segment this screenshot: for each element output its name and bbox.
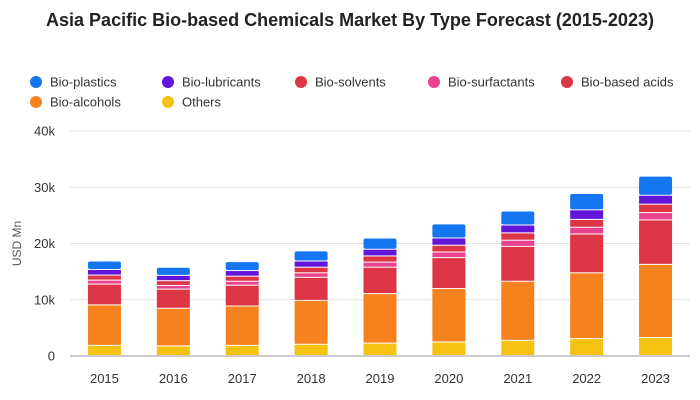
bar-segment-bio-based-acids-2016 — [156, 289, 190, 308]
bar-segment-bio-plastics-2019 — [363, 238, 397, 249]
bar-segment-bio-surfactants-2017 — [225, 281, 259, 285]
x-tick-label: 2023 — [641, 371, 670, 386]
x-tick-label: 2016 — [159, 371, 188, 386]
bar-segment-bio-plastics-2016 — [156, 267, 190, 275]
legend-label-others: Others — [182, 95, 222, 110]
x-tick-label: 2018 — [297, 371, 326, 386]
y-tick-label: 40k — [34, 124, 55, 139]
bar-segment-others-2019 — [363, 343, 397, 355]
legend-marker-bio-lubricants — [162, 76, 174, 88]
y-tick-label: 20k — [34, 236, 55, 251]
bar-segment-others-2017 — [225, 345, 259, 355]
bar-segment-bio-surfactants-2015 — [87, 280, 121, 284]
x-tick-label: 2022 — [572, 371, 601, 386]
bar-segment-bio-alcohols-2021 — [501, 281, 535, 340]
bar-segment-bio-surfactants-2020 — [432, 252, 466, 258]
bar-segment-bio-based-acids-2023 — [639, 220, 673, 264]
bar-segment-bio-plastics-2015 — [87, 261, 121, 269]
bar-segment-bio-plastics-2017 — [225, 262, 259, 271]
bar-segment-others-2022 — [570, 339, 604, 355]
legend-label-bio-alcohols: Bio-alcohols — [50, 95, 121, 110]
bar-segment-bio-alcohols-2023 — [639, 264, 673, 337]
x-tick-label: 2019 — [366, 371, 395, 386]
bar-segment-bio-alcohols-2017 — [225, 306, 259, 345]
bar-segment-bio-solvents-2015 — [87, 275, 121, 280]
bar-segment-bio-solvents-2022 — [570, 219, 604, 227]
bar-segment-bio-alcohols-2015 — [87, 305, 121, 345]
bar-segment-bio-based-acids-2017 — [225, 285, 259, 306]
bar-segment-bio-lubricants-2022 — [570, 210, 604, 219]
bar-segment-bio-surfactants-2016 — [156, 285, 190, 289]
bar-segment-bio-plastics-2021 — [501, 211, 535, 225]
bar-segment-bio-lubricants-2017 — [225, 271, 259, 276]
y-tick-label: 30k — [34, 180, 55, 195]
legend-marker-bio-based-acids — [561, 76, 573, 88]
bar-segment-bio-plastics-2023 — [639, 176, 673, 195]
bar-segment-bio-based-acids-2022 — [570, 234, 604, 273]
bar-segment-bio-lubricants-2018 — [294, 261, 328, 267]
bar-segment-bio-surfactants-2022 — [570, 227, 604, 234]
y-tick-label: 10k — [34, 292, 55, 307]
bar-segment-bio-surfactants-2023 — [639, 213, 673, 220]
x-tick-label: 2017 — [228, 371, 257, 386]
legend-label-bio-surfactants: Bio-surfactants — [448, 75, 535, 90]
bar-segment-bio-plastics-2020 — [432, 224, 466, 238]
x-tick-label: 2020 — [434, 371, 463, 386]
bar-segment-bio-solvents-2018 — [294, 267, 328, 273]
x-tick-label: 2021 — [503, 371, 532, 386]
bar-segment-bio-lubricants-2015 — [87, 269, 121, 275]
bar-segment-bio-based-acids-2021 — [501, 246, 535, 281]
bar-segment-bio-lubricants-2020 — [432, 238, 466, 245]
bar-segment-bio-alcohols-2016 — [156, 308, 190, 346]
bar-segment-bio-based-acids-2019 — [363, 267, 397, 294]
legend-marker-bio-surfactants — [428, 76, 440, 88]
bar-segment-bio-plastics-2022 — [570, 194, 604, 210]
bar-segment-bio-solvents-2023 — [639, 204, 673, 213]
legend-label-bio-solvents: Bio-solvents — [315, 75, 386, 90]
legend-marker-bio-alcohols — [30, 96, 42, 108]
bar-segment-bio-alcohols-2019 — [363, 294, 397, 343]
bar-segment-others-2021 — [501, 340, 535, 355]
bar-segment-bio-solvents-2016 — [156, 281, 190, 285]
legend-marker-bio-solvents — [295, 76, 307, 88]
legend-label-bio-lubricants: Bio-lubricants — [182, 75, 261, 90]
bar-segment-bio-alcohols-2018 — [294, 300, 328, 344]
bar-segment-bio-based-acids-2018 — [294, 277, 328, 300]
bar-segment-bio-surfactants-2018 — [294, 273, 328, 277]
bar-segment-bio-solvents-2017 — [225, 276, 259, 281]
bar-segment-bio-surfactants-2021 — [501, 240, 535, 246]
bar-segment-others-2016 — [156, 346, 190, 355]
legend-marker-others — [162, 96, 174, 108]
bar-segment-others-2015 — [87, 345, 121, 355]
legend-label-bio-plastics: Bio-plastics — [50, 75, 117, 90]
bar-segment-bio-surfactants-2019 — [363, 262, 397, 267]
bar-segment-bio-plastics-2018 — [294, 251, 328, 261]
bar-segment-others-2018 — [294, 344, 328, 355]
bar-segment-bio-alcohols-2020 — [432, 289, 466, 342]
y-axis-title: USD Mn — [10, 221, 24, 266]
bar-segment-bio-solvents-2019 — [363, 256, 397, 262]
bar-segment-bio-lubricants-2019 — [363, 249, 397, 256]
bar-segment-bio-lubricants-2023 — [639, 195, 673, 204]
legend-marker-bio-plastics — [30, 76, 42, 88]
legend-label-bio-based-acids: Bio-based acids — [581, 75, 674, 90]
bar-segment-others-2023 — [639, 338, 673, 355]
bar-segment-bio-solvents-2020 — [432, 245, 466, 252]
chart-title: Asia Pacific Bio-based Chemicals Market … — [46, 10, 654, 30]
bar-segment-bio-lubricants-2021 — [501, 225, 535, 233]
bar-segment-bio-based-acids-2015 — [87, 284, 121, 305]
bar-segment-others-2020 — [432, 342, 466, 355]
y-tick-label: 0 — [48, 349, 55, 364]
x-tick-label: 2015 — [90, 371, 119, 386]
bar-segment-bio-alcohols-2022 — [570, 273, 604, 339]
bar-segment-bio-based-acids-2020 — [432, 258, 466, 289]
bar-segment-bio-lubricants-2016 — [156, 275, 190, 281]
bar-segment-bio-solvents-2021 — [501, 233, 535, 240]
